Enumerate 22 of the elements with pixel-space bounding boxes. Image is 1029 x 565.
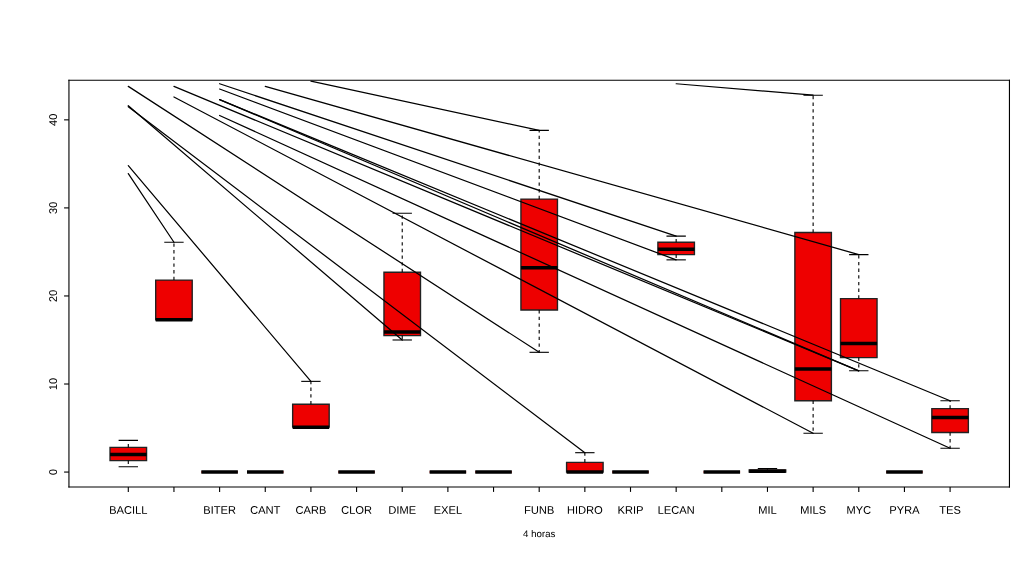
x-tick-label: LECAN <box>658 506 694 514</box>
x-tick-label: FUNB <box>524 506 554 514</box>
x-tick-label: MIL <box>759 506 777 514</box>
x-tick-label: CLOR <box>341 506 372 514</box>
x-tick-label: CARB <box>296 506 326 514</box>
x-tick-label: MYC <box>847 506 871 514</box>
x-tick-label: BACILL <box>110 506 148 514</box>
x-tick-label: MILS <box>801 506 826 514</box>
x-tick-label: TES <box>939 506 961 514</box>
x-tick-label: EXEL <box>434 506 462 514</box>
x-tick-label: KRIP <box>618 506 643 514</box>
y-tick-label: 40 <box>49 114 58 126</box>
x-tick-label: BITER <box>204 506 236 514</box>
y-tick-label: 20 <box>49 290 58 302</box>
y-tick-label: 10 <box>49 378 58 390</box>
x-tick-label: HIDRO <box>567 506 603 514</box>
x-tick-label: DIME <box>389 506 416 514</box>
x-axis-title: 4 horas <box>523 530 556 538</box>
x-tick-label: CANT <box>250 506 281 514</box>
y-tick-label: 30 <box>49 202 58 214</box>
x-tick-label: PYRA <box>890 506 920 514</box>
y-tick-label: 0 <box>49 469 58 475</box>
